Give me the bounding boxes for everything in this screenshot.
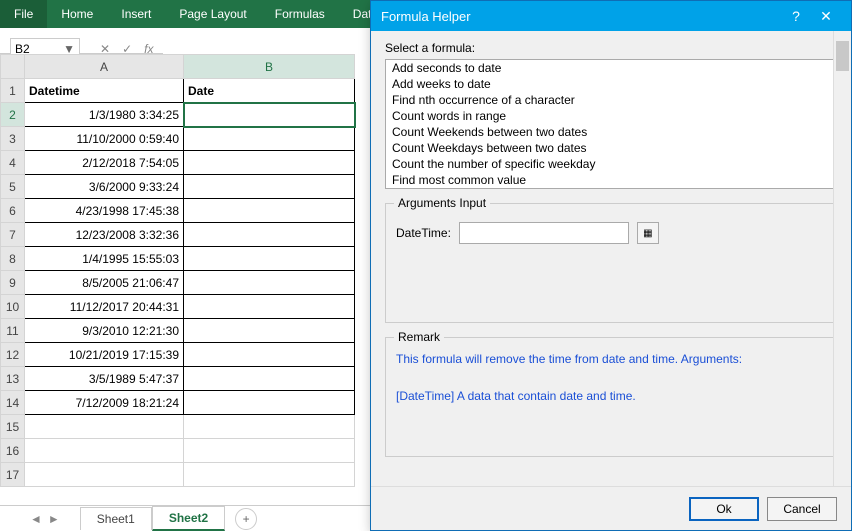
ribbon-tab-file[interactable]: File [0, 0, 47, 28]
row-header[interactable]: 12 [1, 343, 25, 367]
table-cell[interactable] [184, 127, 355, 151]
dialog-body: Select a formula: Add seconds to dateAdd… [371, 31, 851, 486]
table-cell[interactable] [184, 271, 355, 295]
table-cell[interactable]: 3/5/1989 5:47:37 [25, 367, 184, 391]
select-all-corner[interactable] [1, 55, 25, 79]
table-cell[interactable]: 8/5/2005 21:06:47 [25, 271, 184, 295]
row-header[interactable]: 5 [1, 175, 25, 199]
row-header[interactable]: 8 [1, 247, 25, 271]
col-header-b[interactable]: B [184, 55, 355, 79]
formula-list-item[interactable]: Remove time from date [386, 188, 836, 189]
table-cell[interactable] [25, 439, 184, 463]
range-selector-icon[interactable]: ▦ [637, 222, 659, 244]
formula-list-item[interactable]: Count words in range [386, 108, 836, 124]
dialog-footer: Ok Cancel [371, 486, 851, 530]
help-icon[interactable]: ? [781, 8, 811, 24]
ribbon-tab-insert[interactable]: Insert [107, 0, 165, 28]
cancel-button[interactable]: Cancel [767, 497, 837, 521]
sheet-nav-arrows: ◄ ► [30, 512, 60, 526]
table-cell[interactable]: 12/23/2008 3:32:36 [25, 223, 184, 247]
table-cell[interactable]: 7/12/2009 18:21:24 [25, 391, 184, 415]
remark-line-2: [DateTime] A data that contain date and … [396, 385, 826, 408]
formula-list-item[interactable]: Count Weekdays between two dates [386, 140, 836, 156]
cell-a1[interactable]: Datetime [25, 79, 184, 103]
table-cell[interactable] [184, 319, 355, 343]
table-cell[interactable]: 1/4/1995 15:55:03 [25, 247, 184, 271]
table-cell[interactable] [184, 199, 355, 223]
dialog-scrollbar[interactable] [833, 31, 851, 486]
ribbon-tab-formulas[interactable]: Formulas [261, 0, 339, 28]
row-header[interactable]: 3 [1, 127, 25, 151]
row-header[interactable]: 9 [1, 271, 25, 295]
row-header[interactable]: 7 [1, 223, 25, 247]
table-cell[interactable] [184, 391, 355, 415]
table-cell[interactable]: 9/3/2010 12:21:30 [25, 319, 184, 343]
row-header[interactable]: 1 [1, 79, 25, 103]
col-header-a[interactable]: A [25, 55, 184, 79]
row-header[interactable]: 2 [1, 103, 25, 127]
ribbon-tab-home[interactable]: Home [47, 0, 107, 28]
table-cell[interactable] [184, 463, 355, 487]
dialog-titlebar[interactable]: Formula Helper ? ✕ [371, 1, 851, 31]
row-header[interactable]: 6 [1, 199, 25, 223]
table-cell[interactable] [184, 175, 355, 199]
table-cell[interactable] [184, 151, 355, 175]
row-header[interactable]: 10 [1, 295, 25, 319]
table-cell[interactable]: 3/6/2000 9:33:24 [25, 175, 184, 199]
ribbon-tab-pagelayout[interactable]: Page Layout [165, 0, 260, 28]
table-cell[interactable] [184, 439, 355, 463]
next-sheet-icon[interactable]: ► [48, 512, 60, 526]
prev-sheet-icon[interactable]: ◄ [30, 512, 42, 526]
sheet-tab-sheet1[interactable]: Sheet1 [80, 507, 152, 530]
row-header[interactable]: 16 [1, 439, 25, 463]
new-sheet-button[interactable]: + [235, 508, 257, 530]
cell-a2[interactable]: 1/3/1980 3:34:25 [25, 103, 184, 127]
cell-b2[interactable] [184, 103, 355, 127]
table-cell[interactable]: 2/12/2018 7:54:05 [25, 151, 184, 175]
remark-legend: Remark [394, 330, 444, 344]
close-icon[interactable]: ✕ [811, 8, 841, 25]
table-cell[interactable] [184, 223, 355, 247]
sheet-tab-sheet2[interactable]: Sheet2 [152, 506, 225, 531]
datetime-input[interactable] [459, 222, 629, 244]
formula-list[interactable]: Add seconds to dateAdd weeks to dateFind… [385, 59, 837, 189]
table-cell[interactable]: 11/10/2000 0:59:40 [25, 127, 184, 151]
spreadsheet-grid: A B 1 Datetime Date 2 1/3/1980 3:34:25 3… [0, 54, 355, 487]
table-cell[interactable] [184, 295, 355, 319]
cell-b1[interactable]: Date [184, 79, 355, 103]
table-cell[interactable] [25, 463, 184, 487]
row-header[interactable]: 15 [1, 415, 25, 439]
remark-line-1: This formula will remove the time from d… [396, 348, 826, 371]
dialog-title: Formula Helper [381, 9, 781, 24]
arguments-fieldset: Arguments Input DateTime: ▦ [385, 203, 837, 323]
row-header[interactable]: 11 [1, 319, 25, 343]
row-header[interactable]: 17 [1, 463, 25, 487]
table-cell[interactable]: 10/21/2019 17:15:39 [25, 343, 184, 367]
scroll-thumb[interactable] [836, 41, 849, 71]
formula-list-item[interactable]: Find nth occurrence of a character [386, 92, 836, 108]
table-cell[interactable] [184, 367, 355, 391]
formula-list-item[interactable]: Find most common value [386, 172, 836, 188]
row-header[interactable]: 4 [1, 151, 25, 175]
remark-fieldset: Remark This formula will remove the time… [385, 337, 837, 457]
table-cell[interactable]: 11/12/2017 20:44:31 [25, 295, 184, 319]
formula-list-item[interactable]: Count Weekends between two dates [386, 124, 836, 140]
row-header[interactable]: 14 [1, 391, 25, 415]
formula-list-item[interactable]: Add seconds to date [386, 60, 836, 76]
table-cell[interactable] [184, 247, 355, 271]
table-cell[interactable] [25, 415, 184, 439]
formula-list-item[interactable]: Count the number of specific weekday [386, 156, 836, 172]
table-cell[interactable] [184, 415, 355, 439]
table-cell[interactable]: 4/23/1998 17:45:38 [25, 199, 184, 223]
arguments-legend: Arguments Input [394, 196, 490, 210]
table-cell[interactable] [184, 343, 355, 367]
row-header[interactable]: 13 [1, 367, 25, 391]
ok-button[interactable]: Ok [689, 497, 759, 521]
formula-list-item[interactable]: Add weeks to date [386, 76, 836, 92]
datetime-arg-label: DateTime: [396, 226, 451, 240]
select-formula-label: Select a formula: [385, 41, 837, 55]
formula-helper-dialog: Formula Helper ? ✕ Select a formula: Add… [370, 0, 852, 531]
